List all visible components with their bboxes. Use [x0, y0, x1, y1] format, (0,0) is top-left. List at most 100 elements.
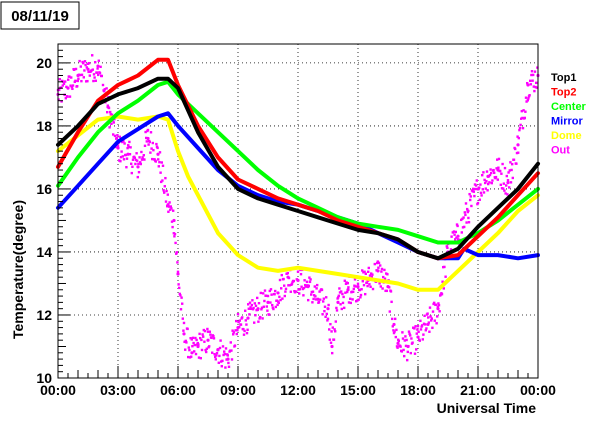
out-scatter-mark — [488, 181, 491, 184]
series-top2 — [56, 57, 540, 261]
out-scatter-mark — [256, 296, 259, 300]
out-scatter-mark — [244, 309, 247, 312]
out-scatter-mark — [139, 162, 142, 166]
out-scatter-mark — [506, 179, 510, 182]
out-scatter-mark — [269, 301, 272, 304]
out-scatter-mark — [346, 290, 349, 294]
out-scatter-mark — [295, 290, 298, 293]
out-scatter-mark — [532, 85, 535, 88]
out-scatter-mark — [455, 223, 459, 226]
out-scatter-mark — [364, 272, 367, 275]
out-scatter-mark — [178, 292, 181, 296]
out-scatter-mark — [323, 309, 326, 313]
grid — [57, 44, 539, 379]
out-data-point — [206, 338, 210, 342]
out-scatter-mark — [373, 262, 376, 266]
out-scatter-mark — [197, 343, 200, 346]
out-scatter-mark — [83, 69, 86, 72]
out-scatter-mark — [346, 281, 349, 285]
out-scatter-mark — [364, 292, 367, 296]
out-scatter-mark — [141, 156, 144, 159]
out-data-point — [176, 272, 180, 276]
out-scatter-mark — [211, 351, 214, 354]
out-scatter-mark — [82, 76, 85, 79]
out-scatter-mark — [335, 306, 338, 310]
out-scatter-mark — [325, 296, 328, 299]
out-scatter-mark — [533, 70, 537, 73]
out-scatter-mark — [169, 205, 172, 208]
series-top1 — [56, 76, 540, 261]
out-scatter-mark — [233, 344, 237, 347]
out-scatter-mark — [200, 348, 204, 352]
out-scatter-mark — [182, 321, 186, 325]
out-scatter-mark — [58, 88, 61, 92]
title-box: 08/11/19 — [0, 1, 80, 30]
out-scatter-mark — [145, 136, 148, 140]
out-scatter-mark — [269, 288, 273, 291]
out-scatter-mark — [380, 270, 383, 273]
out-scatter-mark — [326, 317, 330, 321]
out-scatter-mark — [122, 139, 125, 143]
out-scatter-mark — [212, 337, 216, 340]
out-scatter-mark — [143, 144, 147, 148]
out-scatter-mark — [287, 276, 291, 280]
out-scatter-mark — [292, 279, 295, 283]
out-scatter-mark — [238, 325, 241, 329]
out-scatter-mark — [467, 216, 470, 220]
out-scatter-mark — [381, 287, 384, 290]
out-scatter-mark — [160, 161, 163, 164]
out-scatter-mark — [401, 331, 404, 334]
out-scatter-mark — [239, 323, 243, 326]
out-scatter-mark — [425, 327, 428, 330]
out-data-point — [346, 288, 350, 292]
out-scatter-mark — [238, 319, 241, 322]
out-scatter-mark — [215, 354, 218, 357]
out-scatter-mark — [251, 299, 254, 302]
out-data-point — [246, 316, 250, 320]
out-scatter-mark — [524, 110, 527, 113]
out-scatter-mark — [320, 288, 324, 292]
out-scatter-mark — [119, 155, 123, 159]
out-scatter-mark — [263, 299, 266, 303]
out-scatter-mark — [224, 347, 228, 350]
out-scatter-mark — [202, 335, 205, 338]
out-scatter-mark — [171, 225, 174, 229]
out-scatter-mark — [400, 350, 403, 353]
out-scatter-mark — [343, 279, 346, 282]
out-scatter-mark — [445, 245, 448, 248]
out-scatter-mark — [481, 173, 484, 177]
out-scatter-mark — [76, 85, 79, 88]
title-box-frame — [0, 1, 80, 30]
out-scatter-mark — [135, 152, 138, 155]
out-scatter-mark — [362, 283, 366, 287]
out-scatter-mark — [109, 110, 112, 114]
out-scatter-mark — [397, 339, 400, 343]
out-scatter-mark — [521, 126, 525, 130]
out-scatter-mark — [377, 261, 381, 265]
out-scatter-mark — [521, 116, 524, 120]
out-data-point — [516, 143, 520, 147]
out-scatter-mark — [137, 162, 140, 165]
out-scatter-mark — [69, 84, 72, 87]
out-scatter-mark — [337, 294, 340, 297]
legend-mirror: Mirror — [551, 116, 584, 128]
out-scatter-mark — [149, 131, 153, 134]
out-scatter-mark — [224, 366, 227, 369]
out-scatter-mark — [231, 329, 234, 332]
out-scatter-mark — [79, 73, 82, 77]
out-scatter-mark — [156, 146, 159, 150]
out-scatter-mark — [110, 122, 113, 126]
out-scatter-mark — [161, 179, 164, 182]
out-scatter-mark — [130, 171, 133, 175]
out-scatter-mark — [68, 75, 71, 78]
out-scatter-mark — [424, 323, 427, 326]
out-scatter-mark — [377, 266, 380, 269]
out-scatter-mark — [245, 323, 248, 326]
out-scatter-mark — [479, 183, 482, 186]
out-scatter-mark — [359, 296, 362, 299]
out-scatter-mark — [499, 183, 502, 187]
out-scatter-mark — [190, 338, 193, 341]
out-scatter-mark — [198, 332, 201, 336]
out-scatter-mark — [378, 282, 381, 285]
out-scatter-mark — [345, 281, 348, 284]
